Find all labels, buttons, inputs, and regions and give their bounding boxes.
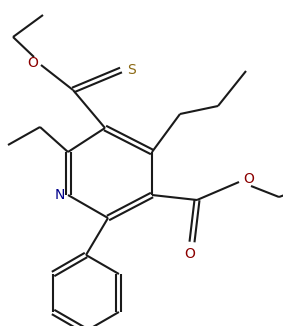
- Text: O: O: [27, 56, 38, 70]
- Text: O: O: [244, 172, 254, 186]
- Text: S: S: [127, 63, 135, 77]
- Text: O: O: [185, 247, 196, 261]
- Text: N: N: [55, 188, 65, 202]
